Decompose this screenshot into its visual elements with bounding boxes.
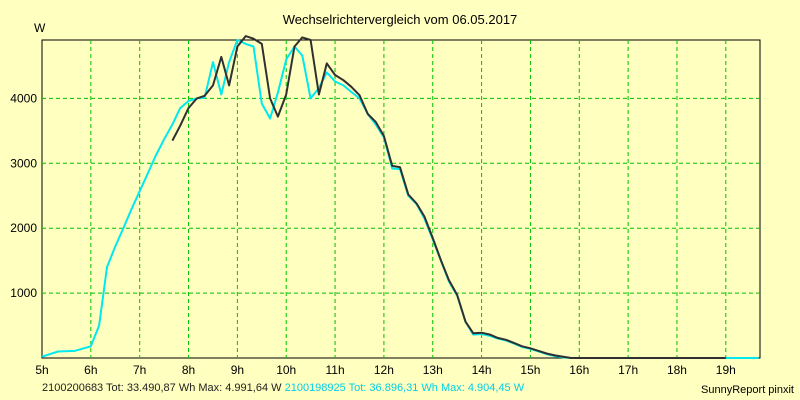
x-tick-label: 10h	[276, 363, 296, 377]
y-axis-label: W	[34, 21, 46, 35]
legend-series-2: 2100198925 Tot: 36.896,31 Wh Max: 4.904,…	[284, 382, 525, 394]
x-tick-label: 16h	[569, 363, 589, 377]
x-tick-label: 14h	[472, 363, 492, 377]
x-tick-label: 11h	[325, 363, 344, 377]
legend-series-1: 2100200683 Tot: 33.490,87 Wh Max: 4.991,…	[42, 382, 282, 394]
x-ticks: 5h 6h 7h 8h 9h 10h 11h 12h 13h 14h 15h 16h 17h 18h 19h	[35, 363, 736, 377]
y-ticks: 1000 2000 3000 4000	[10, 91, 37, 300]
x-tick-label: 9h	[231, 363, 244, 377]
y-tick-label: 1000	[10, 286, 37, 300]
brand-label: SunnyReport pinxit	[701, 384, 794, 396]
x-tick-label: 18h	[667, 363, 687, 377]
x-tick-label: 17h	[618, 363, 638, 377]
series-lines	[41, 35, 759, 359]
plot-area	[41, 39, 761, 359]
x-tick-label: 6h	[84, 363, 97, 377]
x-tick-label: 8h	[182, 363, 195, 377]
x-tick-label: 19h	[716, 363, 736, 377]
x-tick-label: 12h	[374, 363, 394, 377]
y-tick-label: 4000	[10, 91, 37, 105]
x-tick-label: 7h	[133, 363, 146, 377]
x-tick-label: 5h	[35, 363, 48, 377]
y-tick-label: 2000	[10, 221, 37, 235]
x-tick-label: 13h	[423, 363, 443, 377]
y-tick-label: 3000	[10, 156, 37, 170]
chart-title: Wechselrichtervergleich vom 06.05.2017	[283, 12, 518, 27]
legend: 2100200683 Tot: 33.490,87 Wh Max: 4.991,…	[42, 382, 524, 394]
x-tick-label: 15h	[520, 363, 540, 377]
series-line-2	[171, 35, 726, 359]
